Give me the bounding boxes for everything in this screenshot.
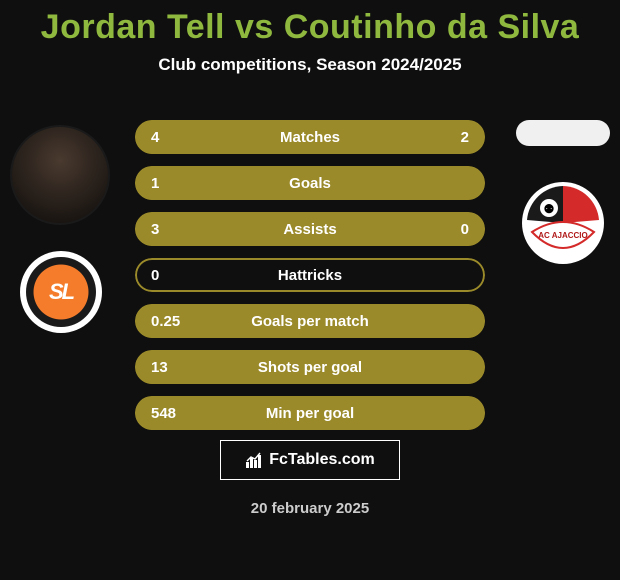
stat-value-left: 0.25 bbox=[135, 313, 195, 330]
player-right-avatar bbox=[516, 120, 610, 146]
stat-value-left: 4 bbox=[135, 129, 195, 146]
stat-label: Hattricks bbox=[195, 267, 425, 284]
stat-value-left: 13 bbox=[135, 359, 195, 376]
stat-row: 0Hattricks bbox=[135, 258, 485, 292]
stat-row: 548Min per goal bbox=[135, 396, 485, 430]
brand-text: FcTables.com bbox=[269, 451, 375, 469]
stat-value-left: 0 bbox=[135, 267, 195, 284]
stat-row: 13Shots per goal bbox=[135, 350, 485, 384]
player-left-avatar bbox=[10, 125, 110, 225]
chart-icon bbox=[245, 451, 263, 469]
player-left-club-logo bbox=[20, 251, 102, 333]
date-label: 20 february 2025 bbox=[0, 500, 620, 517]
stat-value-left: 1 bbox=[135, 175, 195, 192]
stat-label: Goals bbox=[195, 175, 425, 192]
stat-label: Goals per match bbox=[195, 313, 425, 330]
stat-label: Min per goal bbox=[195, 405, 425, 422]
brand-badge: FcTables.com bbox=[220, 440, 400, 480]
stat-row: 3Assists0 bbox=[135, 212, 485, 246]
stats-container: 4Matches21Goals3Assists00Hattricks0.25Go… bbox=[135, 120, 485, 442]
svg-text:⚉: ⚉ bbox=[544, 202, 555, 216]
stat-value-left: 3 bbox=[135, 221, 195, 238]
svg-text:AC AJACCIO: AC AJACCIO bbox=[538, 231, 587, 240]
page-title: Jordan Tell vs Coutinho da Silva bbox=[0, 0, 620, 47]
stat-label: Matches bbox=[195, 129, 425, 146]
stat-row: 4Matches2 bbox=[135, 120, 485, 154]
stat-row: 0.25Goals per match bbox=[135, 304, 485, 338]
stat-label: Shots per goal bbox=[195, 359, 425, 376]
stat-row: 1Goals bbox=[135, 166, 485, 200]
right-player-block: ⚉ AC AJACCIO bbox=[516, 120, 610, 264]
comparison-card: Jordan Tell vs Coutinho da Silva Club co… bbox=[0, 0, 620, 580]
left-player-block bbox=[10, 125, 110, 333]
stat-value-right: 2 bbox=[425, 129, 485, 146]
stat-value-left: 548 bbox=[135, 405, 195, 422]
player-right-club-logo: ⚉ AC AJACCIO bbox=[522, 182, 604, 264]
subtitle: Club competitions, Season 2024/2025 bbox=[0, 55, 620, 75]
stat-label: Assists bbox=[195, 221, 425, 238]
stat-value-right: 0 bbox=[425, 221, 485, 238]
